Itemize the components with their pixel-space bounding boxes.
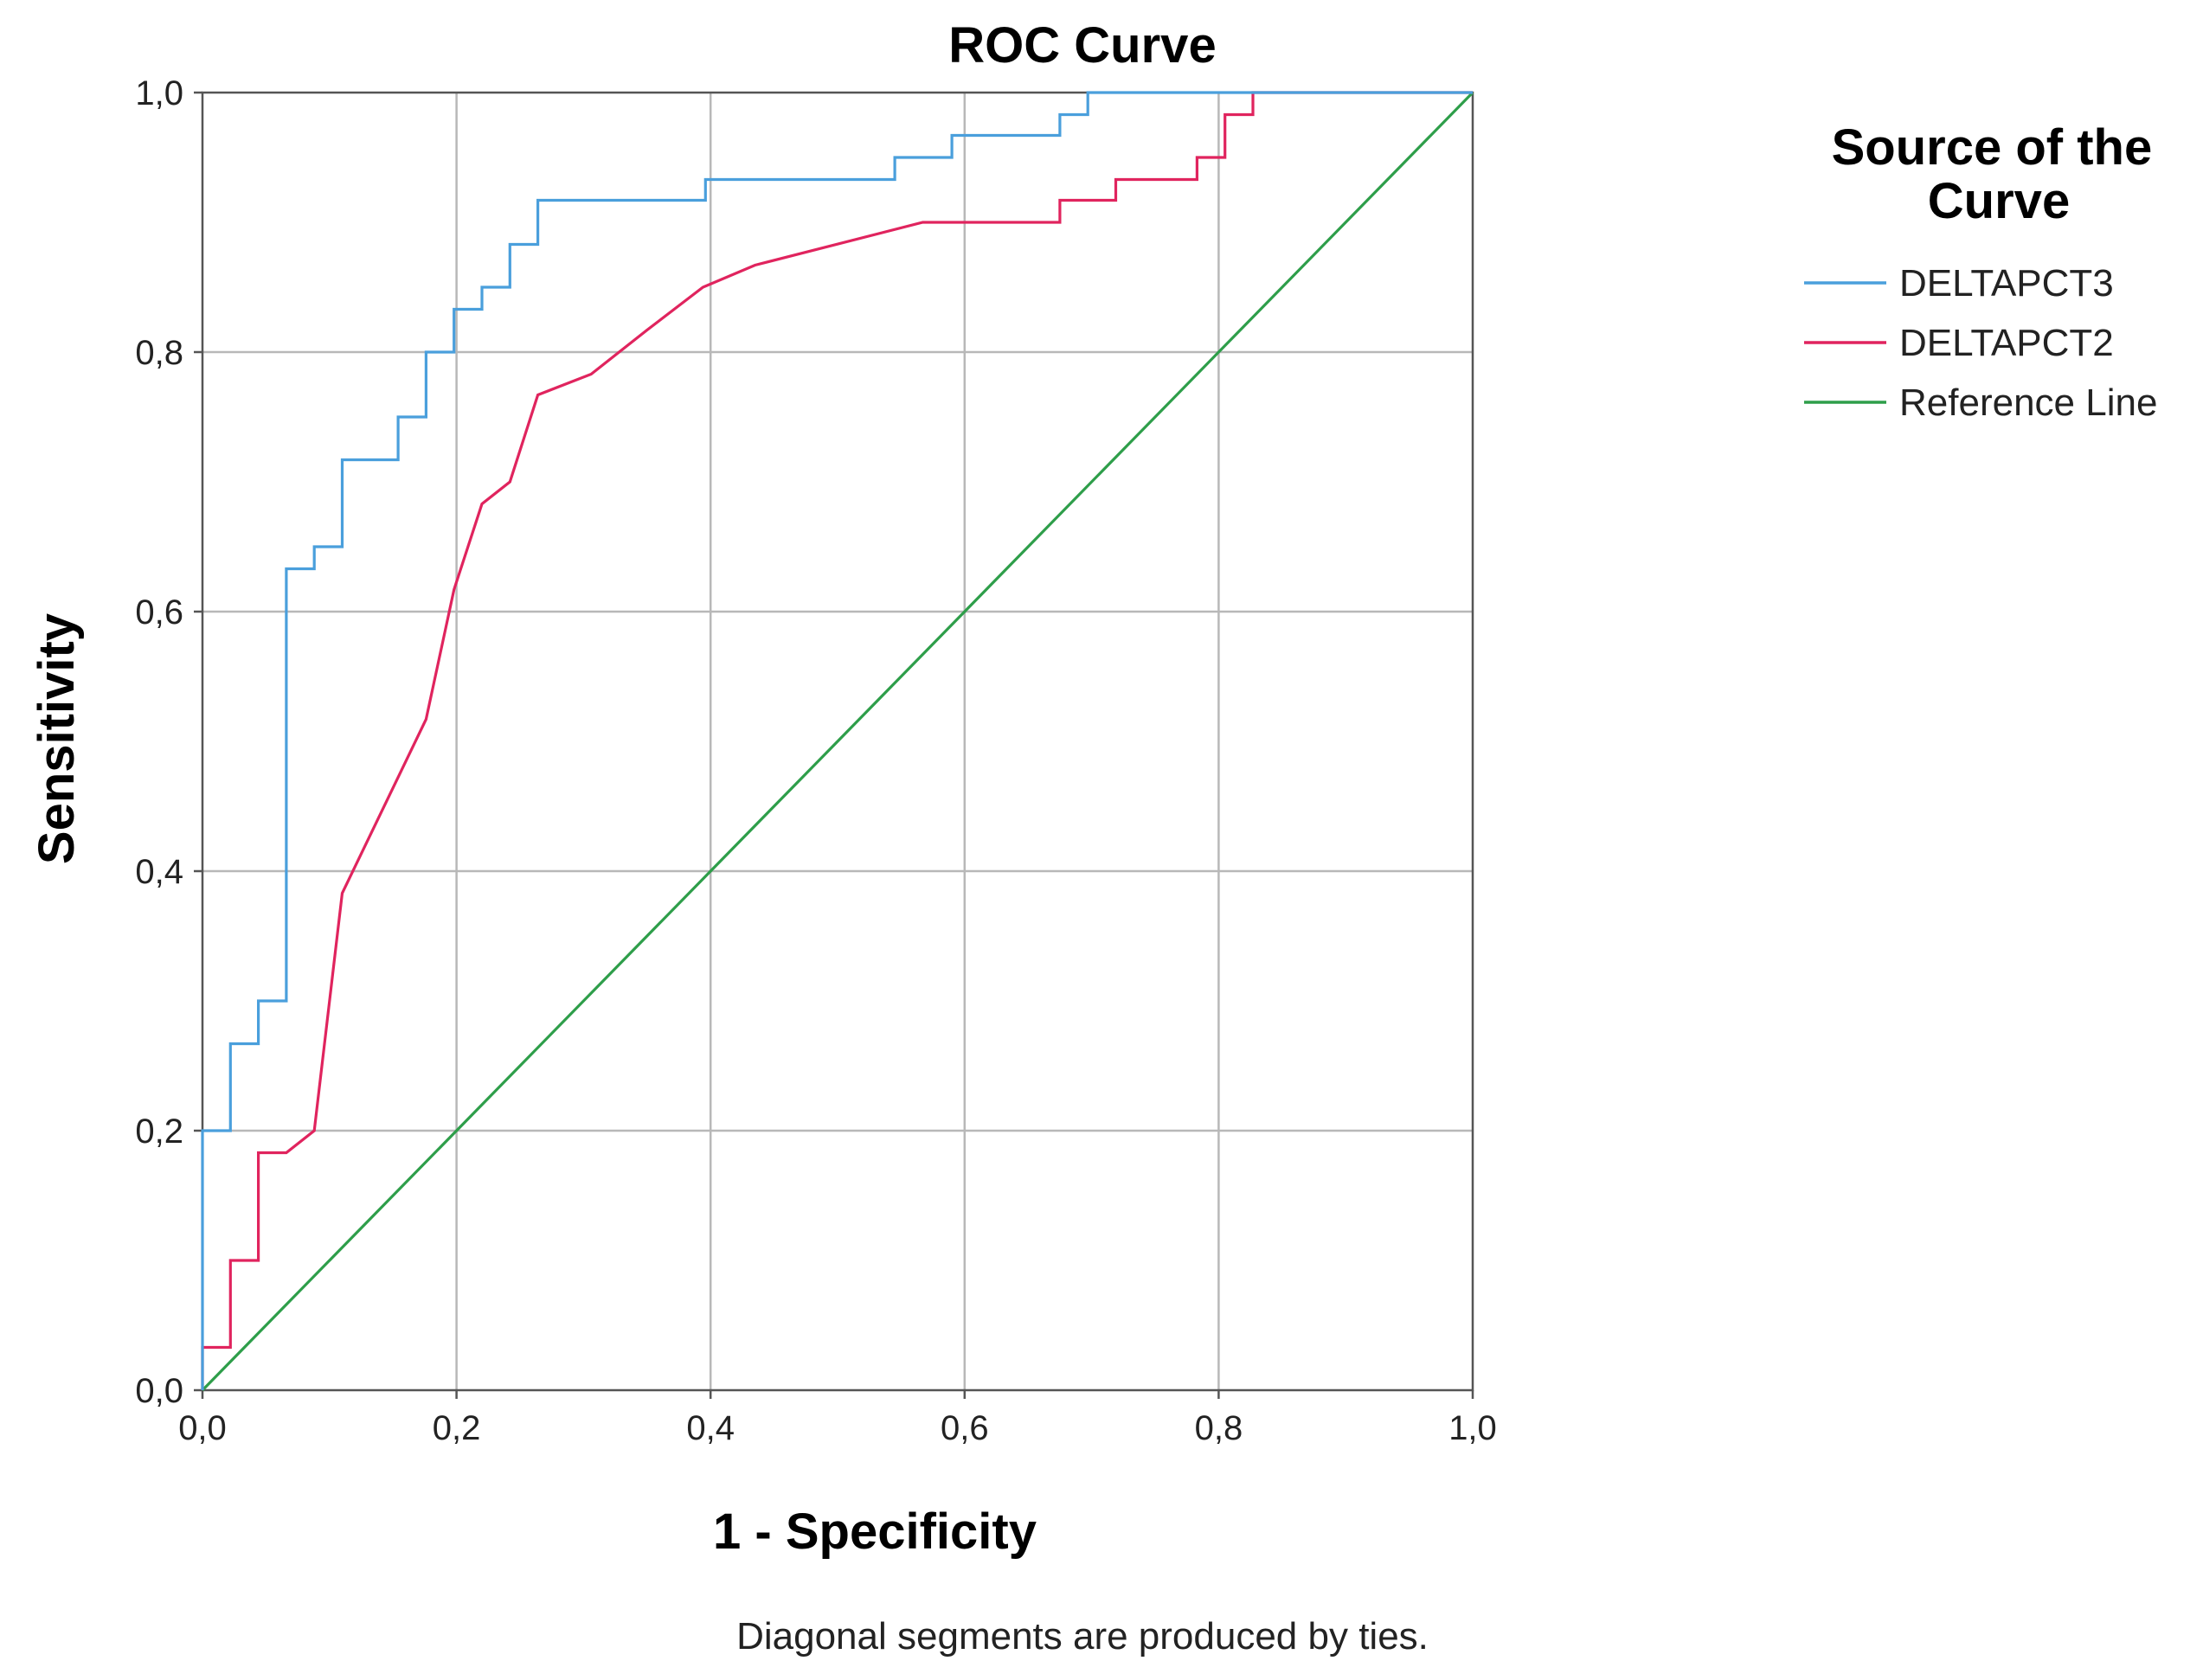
series-layer bbox=[201, 91, 1474, 1392]
legend: Source of the Curve DELTAPCT3 DELTAPCT2 Re… bbox=[1804, 119, 2167, 424]
x-axis-ticks: 0,0 0,2 0,4 0,6 0,8 1,0 bbox=[178, 1390, 1497, 1447]
legend-title-line-1: Source of the bbox=[1832, 119, 2153, 176]
y-tick-label: 1,0 bbox=[135, 74, 183, 112]
series-line-deltapct3 bbox=[201, 91, 1473, 1390]
legend-label-deltapct2: DELTAPCT2 bbox=[1899, 322, 2114, 364]
legend-label-reference-line: Reference Line bbox=[1899, 382, 2157, 424]
y-axis-ticks: 0,0 0,2 0,4 0,6 0,8 1,0 bbox=[135, 74, 202, 1410]
legend-title-line-2: Curve bbox=[1928, 173, 2070, 229]
x-tick-label: 1,0 bbox=[1448, 1409, 1497, 1447]
legend-label-deltapct3: DELTAPCT3 bbox=[1899, 262, 2114, 305]
x-tick-label: 0,0 bbox=[178, 1409, 227, 1447]
y-tick-label: 0,8 bbox=[135, 334, 183, 372]
y-tick-label: 0,2 bbox=[135, 1113, 183, 1151]
y-tick-label: 0,0 bbox=[135, 1372, 183, 1410]
footnote: Diagonal segments are produced by ties. bbox=[736, 1615, 1429, 1658]
x-tick-label: 0,4 bbox=[686, 1409, 735, 1447]
series-line-deltapct2 bbox=[201, 91, 1473, 1390]
x-axis-label: 1 - Specificity bbox=[713, 1504, 1037, 1560]
x-tick-label: 0,6 bbox=[941, 1409, 989, 1447]
legend-items: DELTAPCT3 DELTAPCT2 Reference Line bbox=[1804, 262, 2157, 424]
x-tick-label: 0,8 bbox=[1195, 1409, 1243, 1447]
series-line-reference-line bbox=[201, 91, 1474, 1392]
grid bbox=[202, 93, 1473, 1390]
y-tick-label: 0,4 bbox=[135, 853, 183, 891]
x-tick-label: 0,2 bbox=[433, 1409, 481, 1447]
plot-area bbox=[201, 91, 1474, 1392]
legend-title: Source of the Curve bbox=[1832, 119, 2167, 229]
chart-title: ROC Curve bbox=[948, 17, 1216, 74]
y-axis-label: Sensitivity bbox=[29, 613, 85, 864]
y-tick-label: 0,6 bbox=[135, 593, 183, 632]
